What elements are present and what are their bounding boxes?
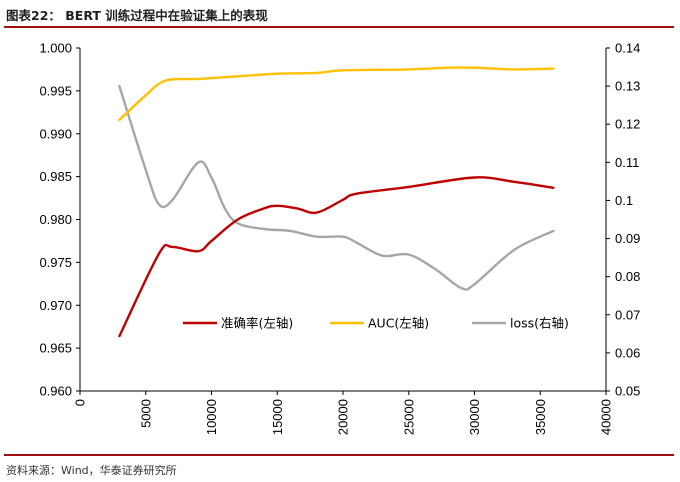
y-right-tick-label: 0.08 xyxy=(615,269,640,284)
x-tick-label: 0 xyxy=(73,399,88,406)
x-tick-label: 35000 xyxy=(533,399,548,435)
x-tick-label: 20000 xyxy=(336,399,351,435)
y-right-tick-label: 0.06 xyxy=(615,345,640,360)
y-left-tick-label: 1.000 xyxy=(39,41,72,56)
y-left-tick-label: 0.970 xyxy=(39,298,72,313)
y-right-tick-label: 0.09 xyxy=(615,231,640,246)
y-right-tick-label: 0.13 xyxy=(615,79,640,94)
legend-label-1: AUC(左轴) xyxy=(368,316,429,331)
y-right-tick-label: 0.14 xyxy=(615,41,640,56)
legend: 准确率(左轴) AUC(左轴) loss(右轴) xyxy=(183,316,569,331)
series-lines xyxy=(118,66,555,338)
source-note: 资料来源：Wind，华泰证券研究所 xyxy=(6,464,177,477)
top-divider xyxy=(4,26,674,28)
series-line-1 xyxy=(118,66,555,122)
x-tick-label: 30000 xyxy=(467,399,482,435)
x-tick-label: 15000 xyxy=(270,399,285,435)
axes: 0.960 0.965 0.970 0.975 0.980 0.985 0.990 0.995… xyxy=(39,41,640,436)
y-right-tick-label: 0.07 xyxy=(615,307,640,322)
y-left-tick-label: 0.995 xyxy=(39,83,72,98)
series-line-2 xyxy=(118,84,555,291)
y-left-tick-label: 0.975 xyxy=(39,255,72,270)
chart-title: 图表22： BERT 训练过程中在验证集上的表现 xyxy=(6,8,268,23)
x-tick-label: 10000 xyxy=(204,399,219,435)
legend-label-2: loss(右轴) xyxy=(510,316,569,331)
y-left-tick-label: 0.990 xyxy=(39,126,72,141)
y-left-tick-label: 0.985 xyxy=(39,169,72,184)
bottom-divider xyxy=(4,454,674,456)
y-left-tick-label: 0.980 xyxy=(39,212,72,227)
y-left-tick-label: 0.965 xyxy=(39,341,72,356)
y-right-tick-label: 0.11 xyxy=(615,155,639,170)
y-right-tick-label: 0.1 xyxy=(615,193,633,208)
x-tick-label: 40000 xyxy=(599,399,614,435)
series-line-0 xyxy=(118,176,555,338)
y-right-tick-label: 0.05 xyxy=(615,384,640,399)
y-right-tick-label: 0.12 xyxy=(615,117,640,132)
legend-label-0: 准确率(左轴) xyxy=(221,316,293,331)
x-tick-label: 5000 xyxy=(138,399,153,428)
y-left-tick-label: 0.960 xyxy=(39,384,72,399)
x-tick-label: 25000 xyxy=(401,399,416,435)
